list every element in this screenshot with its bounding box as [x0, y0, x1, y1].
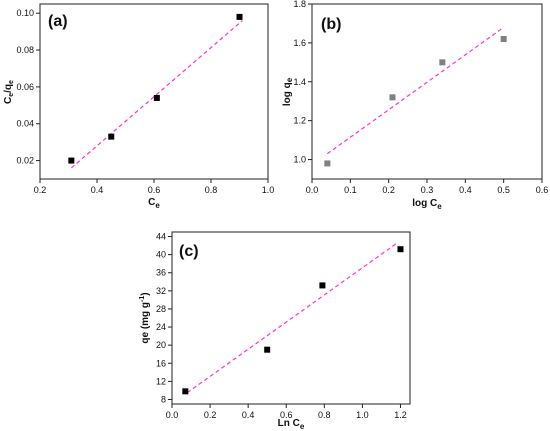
data-point	[182, 388, 189, 395]
x-tick-label: 0.8	[205, 185, 218, 195]
x-tick-label: 0.6	[536, 185, 549, 195]
x-axis-label-main: C	[148, 197, 155, 208]
data-point	[319, 282, 326, 289]
y-tick-label: 12	[156, 376, 166, 386]
y-tick-label: 1.6	[293, 38, 306, 48]
y-tick-label: 0.06	[16, 82, 34, 92]
plot-marks: 0.0 0.2 0.4 0.6 0.8 1.0 1.2 8 12 16 20 24 28 32 36 40 44	[156, 232, 407, 420]
y-tick-label: 1.2	[293, 116, 306, 126]
y-axis-label-mid: /q	[3, 84, 14, 93]
y-tick-label: 24	[156, 322, 166, 332]
x-tick-label: 1.2	[394, 410, 407, 420]
y-tick-label: 16	[156, 358, 166, 368]
y-tick-label: 0.08	[16, 45, 34, 55]
y-axis-label: log qe	[282, 77, 294, 106]
plot-marks: 0.0 0.1 0.2 0.3 0.4 0.5 0.6 1.0 1.2 1.4 1.6 1.8	[293, 0, 548, 195]
plot-frame	[171, 231, 411, 405]
y-tick-label: 28	[156, 304, 166, 314]
panel-c: (c) 0.0 0.2 0.4 0.6 0.8 1.0 1.2 8 12 16 20 24 28 32 36…	[139, 231, 411, 431]
x-tick-label: 0.2	[382, 185, 395, 195]
data-point	[236, 13, 243, 20]
fit-line	[186, 242, 398, 394]
data-point	[108, 133, 115, 140]
y-tick-label: 8	[161, 394, 166, 404]
plot-marks: 0.2 0.4 0.6 0.8 1.0 0.02 0.04 0.06 0.08 0.10	[16, 8, 274, 195]
x-tick-label: 0.6	[280, 410, 293, 420]
y-axis-label-sub2: e	[8, 80, 15, 84]
y-axis-label-end: )	[140, 292, 151, 295]
x-tick-label: 0.4	[242, 410, 255, 420]
y-tick-label: 40	[156, 250, 166, 260]
y-tick-label: 20	[156, 340, 166, 350]
x-axis-label: Ln Ce	[278, 418, 305, 431]
data-point	[500, 36, 507, 42]
x-tick-label: 0.0	[166, 410, 179, 420]
y-axis-label-sub1: e	[8, 93, 15, 97]
y-tick-label: 32	[156, 286, 166, 296]
fit-line	[326, 26, 505, 155]
x-tick-label: 0.8	[318, 410, 331, 420]
y-tick-label: 1.8	[293, 0, 306, 9]
panel-a: (a) 0.2 0.4 0.6 0.8 1.00.020.040.060.080.10 …	[3, 3, 274, 210]
x-axis-label: log Ce	[412, 198, 442, 211]
x-tick-label: 0.6	[148, 185, 161, 195]
y-axis-label: Ce/qe	[3, 80, 15, 104]
x-tick-label: 1.0	[356, 410, 369, 420]
y-axis-label-sub: e	[285, 77, 294, 82]
y-tick-label: 44	[156, 232, 166, 242]
panel-label: (b)	[321, 16, 341, 33]
y-axis-label-main: qe (mg g	[140, 302, 151, 344]
x-tick-label: 1.0	[262, 185, 275, 195]
y-axis-label: qe (mg g-1)	[139, 292, 151, 343]
data-point	[153, 94, 160, 101]
x-tick-label: 0.2	[204, 410, 217, 420]
y-tick-label: 0.02	[16, 156, 34, 166]
x-tick-label: 0.1	[344, 185, 357, 195]
y-tick-label: 0.10	[16, 8, 34, 18]
y-tick-label: 1.4	[293, 77, 306, 87]
panel-label: (c)	[179, 243, 199, 260]
x-tick-label: 0.0	[306, 185, 319, 195]
panel-label: (a)	[48, 13, 68, 30]
y-axis-label-main: C	[3, 97, 14, 104]
y-tick-label: 1.0	[293, 155, 306, 165]
x-axis-label-main: Ln C	[278, 418, 300, 429]
x-axis-label-sub: e	[155, 201, 160, 210]
data-point	[324, 160, 331, 167]
x-axis-label-main: log C	[412, 198, 437, 209]
fit-line	[70, 20, 243, 169]
data-point	[68, 157, 75, 164]
y-axis-label-main: log q	[282, 82, 293, 106]
x-axis-label-sub: e	[300, 422, 305, 431]
y-axis-label-sup: -1	[139, 296, 146, 302]
data-point	[264, 346, 271, 353]
panel-b: (b) 0.0 0.1 0.2 0.3 0.4 0.5 0.6 1.0 1.2 1.4 1.6 1.8…	[282, 0, 548, 211]
plot-frame	[311, 3, 543, 180]
y-tick-label: 0.04	[16, 119, 34, 129]
x-axis-label-sub: e	[437, 202, 442, 211]
data-point	[397, 246, 404, 253]
plot-frame	[39, 3, 269, 180]
x-tick-label: 0.4	[91, 185, 104, 195]
data-point	[439, 59, 446, 66]
data-point	[389, 94, 396, 101]
y-tick-label: 36	[156, 268, 166, 278]
x-tick-label: 0.5	[497, 185, 510, 195]
x-tick-label: 0.4	[459, 185, 472, 195]
x-tick-label: 0.2	[34, 185, 47, 195]
x-tick-label: 0.3	[421, 185, 434, 195]
x-axis-label: Ce	[148, 197, 160, 210]
